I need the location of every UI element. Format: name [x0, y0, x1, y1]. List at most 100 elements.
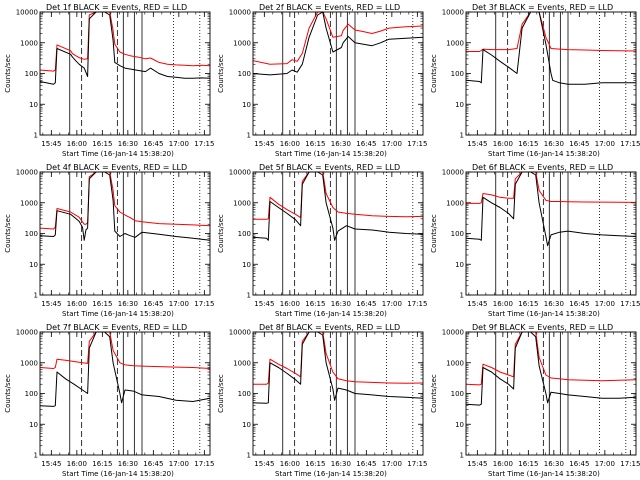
- events-series-line: [465, 331, 637, 406]
- x-axis-label: Start Time (16-Jan-14 15:38:20): [488, 470, 600, 478]
- panel-title: Det 1f BLACK = Events, RED = LLD: [46, 3, 187, 12]
- x-tick-label: 16:30: [118, 140, 138, 148]
- detector-panel: Det 5f BLACK = Events, RED = LLD Counts/s…: [217, 163, 427, 318]
- x-tick-label: 16:45: [143, 460, 163, 468]
- x-axis-label: Start Time (16-Jan-14 15:38:20): [275, 470, 387, 478]
- x-tick-label: 17:15: [194, 460, 214, 468]
- detector-panel: Det 6f BLACK = Events, RED = LLD Counts/s…: [430, 163, 640, 318]
- x-tick-label: 16:00: [67, 460, 87, 468]
- plot-frame: [465, 331, 637, 456]
- y-tick-label: 100: [25, 230, 38, 238]
- events-series-line: [252, 171, 424, 241]
- x-tick-label: 16:15: [305, 140, 325, 148]
- detector-panel: Det 2f BLACK = Events, RED = LLD Counts/s…: [217, 3, 427, 158]
- x-tick-label: 16:45: [143, 300, 163, 308]
- y-tick-label: 1: [34, 452, 38, 460]
- y-tick-label: 100: [238, 390, 251, 398]
- y-tick-label: 10: [242, 101, 251, 109]
- y-tick-label: 10: [455, 421, 464, 429]
- x-tick-label: 16:30: [331, 140, 351, 148]
- x-tick-label: 16:45: [356, 300, 376, 308]
- x-axis-label: Start Time (16-Jan-14 15:38:20): [62, 470, 174, 478]
- x-tick-label: 15:45: [41, 300, 61, 308]
- lld-series-line: [252, 11, 424, 65]
- x-tick-label: 16:00: [280, 460, 300, 468]
- detector-panel: Det 3f BLACK = Events, RED = LLD Counts/s…: [430, 3, 640, 158]
- x-axis-label: Start Time (16-Jan-14 15:38:20): [488, 150, 600, 158]
- y-tick-label: 1000: [446, 199, 464, 207]
- x-tick-label: 16:15: [518, 300, 538, 308]
- lld-series-line: [466, 171, 637, 204]
- x-tick-label: 15:45: [254, 300, 274, 308]
- x-tick-label: 17:15: [620, 300, 640, 308]
- events-series-line: [465, 171, 637, 247]
- panel-title: Det 9f BLACK = Events, RED = LLD: [472, 323, 613, 332]
- lld-series-line: [39, 171, 211, 230]
- y-tick-label: 10000: [442, 329, 464, 337]
- y-tick-label: 100: [451, 70, 464, 78]
- x-tick-label: 16:00: [67, 300, 87, 308]
- x-tick-label: 17:15: [407, 460, 427, 468]
- lld-series-line: [466, 11, 637, 52]
- y-tick-label: 100: [25, 390, 38, 398]
- x-tick-label: 16:45: [569, 140, 589, 148]
- plot-frame: [252, 171, 424, 296]
- x-tick-label: 17:00: [169, 460, 189, 468]
- y-tick-label: 10000: [442, 9, 464, 17]
- detector-panel: Det 4f BLACK = Events, RED = LLD Counts/s…: [4, 163, 214, 318]
- y-axis-label: Counts/sec: [217, 374, 225, 413]
- panel-title: Det 8f BLACK = Events, RED = LLD: [259, 323, 400, 332]
- panel-title: Det 7f BLACK = Events, RED = LLD: [46, 323, 187, 332]
- x-tick-label: 16:30: [331, 460, 351, 468]
- plot-frame: [252, 11, 424, 136]
- y-tick-label: 10000: [16, 329, 38, 337]
- x-axis-label: Start Time (16-Jan-14 15:38:20): [275, 310, 387, 318]
- x-tick-label: 16:45: [356, 460, 376, 468]
- y-axis-label: Counts/sec: [430, 374, 438, 413]
- detector-panel: Det 1f BLACK = Events, RED = LLD Counts/s…: [4, 3, 214, 158]
- y-tick-label: 10: [29, 421, 38, 429]
- y-axis-label: Counts/sec: [4, 54, 12, 93]
- y-tick-label: 1000: [233, 39, 251, 47]
- detector-panel: Det 7f BLACK = Events, RED = LLD Counts/s…: [4, 323, 214, 478]
- y-tick-label: 100: [238, 230, 251, 238]
- y-tick-label: 1: [34, 292, 38, 300]
- plot-frame: [39, 171, 211, 296]
- panel-title: Det 5f BLACK = Events, RED = LLD: [259, 163, 400, 172]
- detector-panel: Det 9f BLACK = Events, RED = LLD Counts/s…: [430, 323, 640, 478]
- y-tick-label: 100: [25, 70, 38, 78]
- events-series-line: [252, 11, 424, 76]
- events-series-line: [39, 171, 211, 241]
- y-tick-label: 1000: [446, 39, 464, 47]
- x-tick-label: 15:45: [41, 140, 61, 148]
- x-tick-label: 15:45: [254, 460, 274, 468]
- x-tick-label: 16:00: [493, 460, 513, 468]
- y-tick-label: 1: [460, 452, 464, 460]
- x-axis-label: Start Time (16-Jan-14 15:38:20): [62, 310, 174, 318]
- y-tick-label: 10000: [229, 169, 251, 177]
- x-tick-label: 16:15: [518, 460, 538, 468]
- plot-frame: [465, 11, 637, 136]
- x-tick-label: 16:15: [92, 140, 112, 148]
- x-tick-label: 17:15: [407, 140, 427, 148]
- x-tick-label: 16:30: [331, 300, 351, 308]
- x-tick-label: 16:00: [493, 140, 513, 148]
- y-tick-label: 10000: [442, 169, 464, 177]
- y-tick-label: 1000: [20, 199, 38, 207]
- y-axis-label: Counts/sec: [217, 214, 225, 253]
- x-tick-label: 17:15: [194, 300, 214, 308]
- panel-title: Det 6f BLACK = Events, RED = LLD: [472, 163, 613, 172]
- lld-series-line: [39, 331, 211, 369]
- x-tick-label: 17:15: [407, 300, 427, 308]
- x-tick-label: 16:30: [544, 460, 564, 468]
- y-tick-label: 10000: [229, 9, 251, 17]
- x-axis-label: Start Time (16-Jan-14 15:38:20): [488, 310, 600, 318]
- x-tick-label: 17:00: [595, 140, 615, 148]
- x-tick-label: 16:45: [569, 300, 589, 308]
- y-tick-label: 10: [455, 261, 464, 269]
- plot-frame: [39, 331, 211, 456]
- y-tick-label: 10000: [16, 169, 38, 177]
- x-tick-label: 16:30: [544, 300, 564, 308]
- panel-title: Det 3f BLACK = Events, RED = LLD: [472, 3, 613, 12]
- x-tick-label: 16:15: [92, 460, 112, 468]
